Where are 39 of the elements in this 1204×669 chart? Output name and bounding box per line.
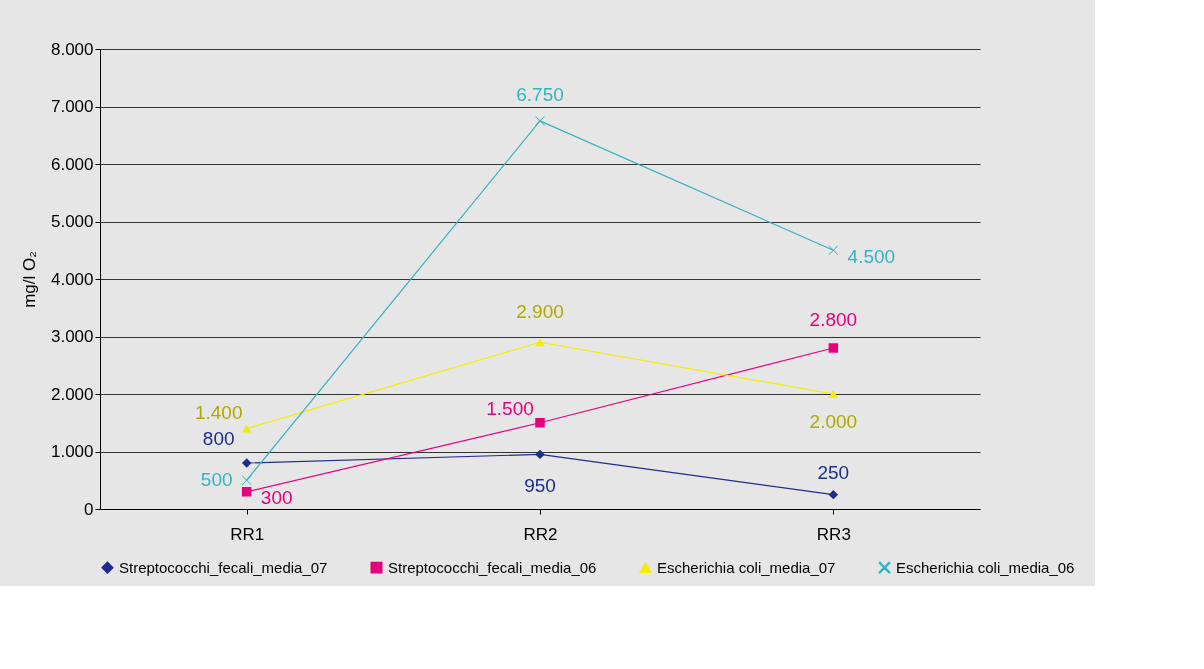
y-tick-label: 6.000 xyxy=(50,154,94,174)
legend-label: Streptococchi_fecali_media_06 xyxy=(388,558,597,576)
data-label: 500 xyxy=(200,469,233,491)
y-tick-label: 5.000 xyxy=(50,212,94,231)
data-label: 300 xyxy=(260,486,293,508)
y-tick-label: 0 xyxy=(84,499,94,519)
data-label: 4.500 xyxy=(847,246,896,268)
legend-label: Escherichia coli_media_07 xyxy=(657,558,836,576)
x-tick-label: RR1 xyxy=(230,524,265,544)
data-label: 2.800 xyxy=(809,309,858,330)
data-label: 950 xyxy=(524,475,556,497)
point xyxy=(241,424,252,433)
point xyxy=(241,487,252,497)
x-tick-label: RR3 xyxy=(816,524,851,544)
data-label: 6.750 xyxy=(516,83,564,105)
legend-label: Streptococchi_fecali_media_07 xyxy=(119,558,328,576)
data-label: 800 xyxy=(202,428,235,449)
y-tick-label: 4.000 xyxy=(50,269,94,289)
y-tick-label: 3.000 xyxy=(50,327,94,346)
point xyxy=(828,343,839,353)
point xyxy=(535,338,545,347)
legend-label: Escherichia coli_media_06 xyxy=(896,558,1075,576)
data-label: 250 xyxy=(817,461,850,483)
y-tick-label: 2.000 xyxy=(50,384,94,404)
point xyxy=(535,449,545,460)
data-label: 1.400 xyxy=(194,401,243,423)
data-label: 2.900 xyxy=(516,301,564,323)
point xyxy=(241,458,252,468)
y-axis-title: mg/l O₂ xyxy=(19,251,39,308)
point xyxy=(828,389,839,399)
data-label: 2.000 xyxy=(809,411,858,432)
point xyxy=(535,116,545,126)
y-tick-label: 1.000 xyxy=(50,442,94,461)
point xyxy=(828,489,839,500)
point xyxy=(535,418,545,428)
x-tick-label: RR2 xyxy=(523,524,558,544)
y-tick-label: 7.000 xyxy=(50,97,94,116)
y-tick-label: 8.000 xyxy=(50,39,94,59)
data-label: 1.500 xyxy=(486,397,534,419)
